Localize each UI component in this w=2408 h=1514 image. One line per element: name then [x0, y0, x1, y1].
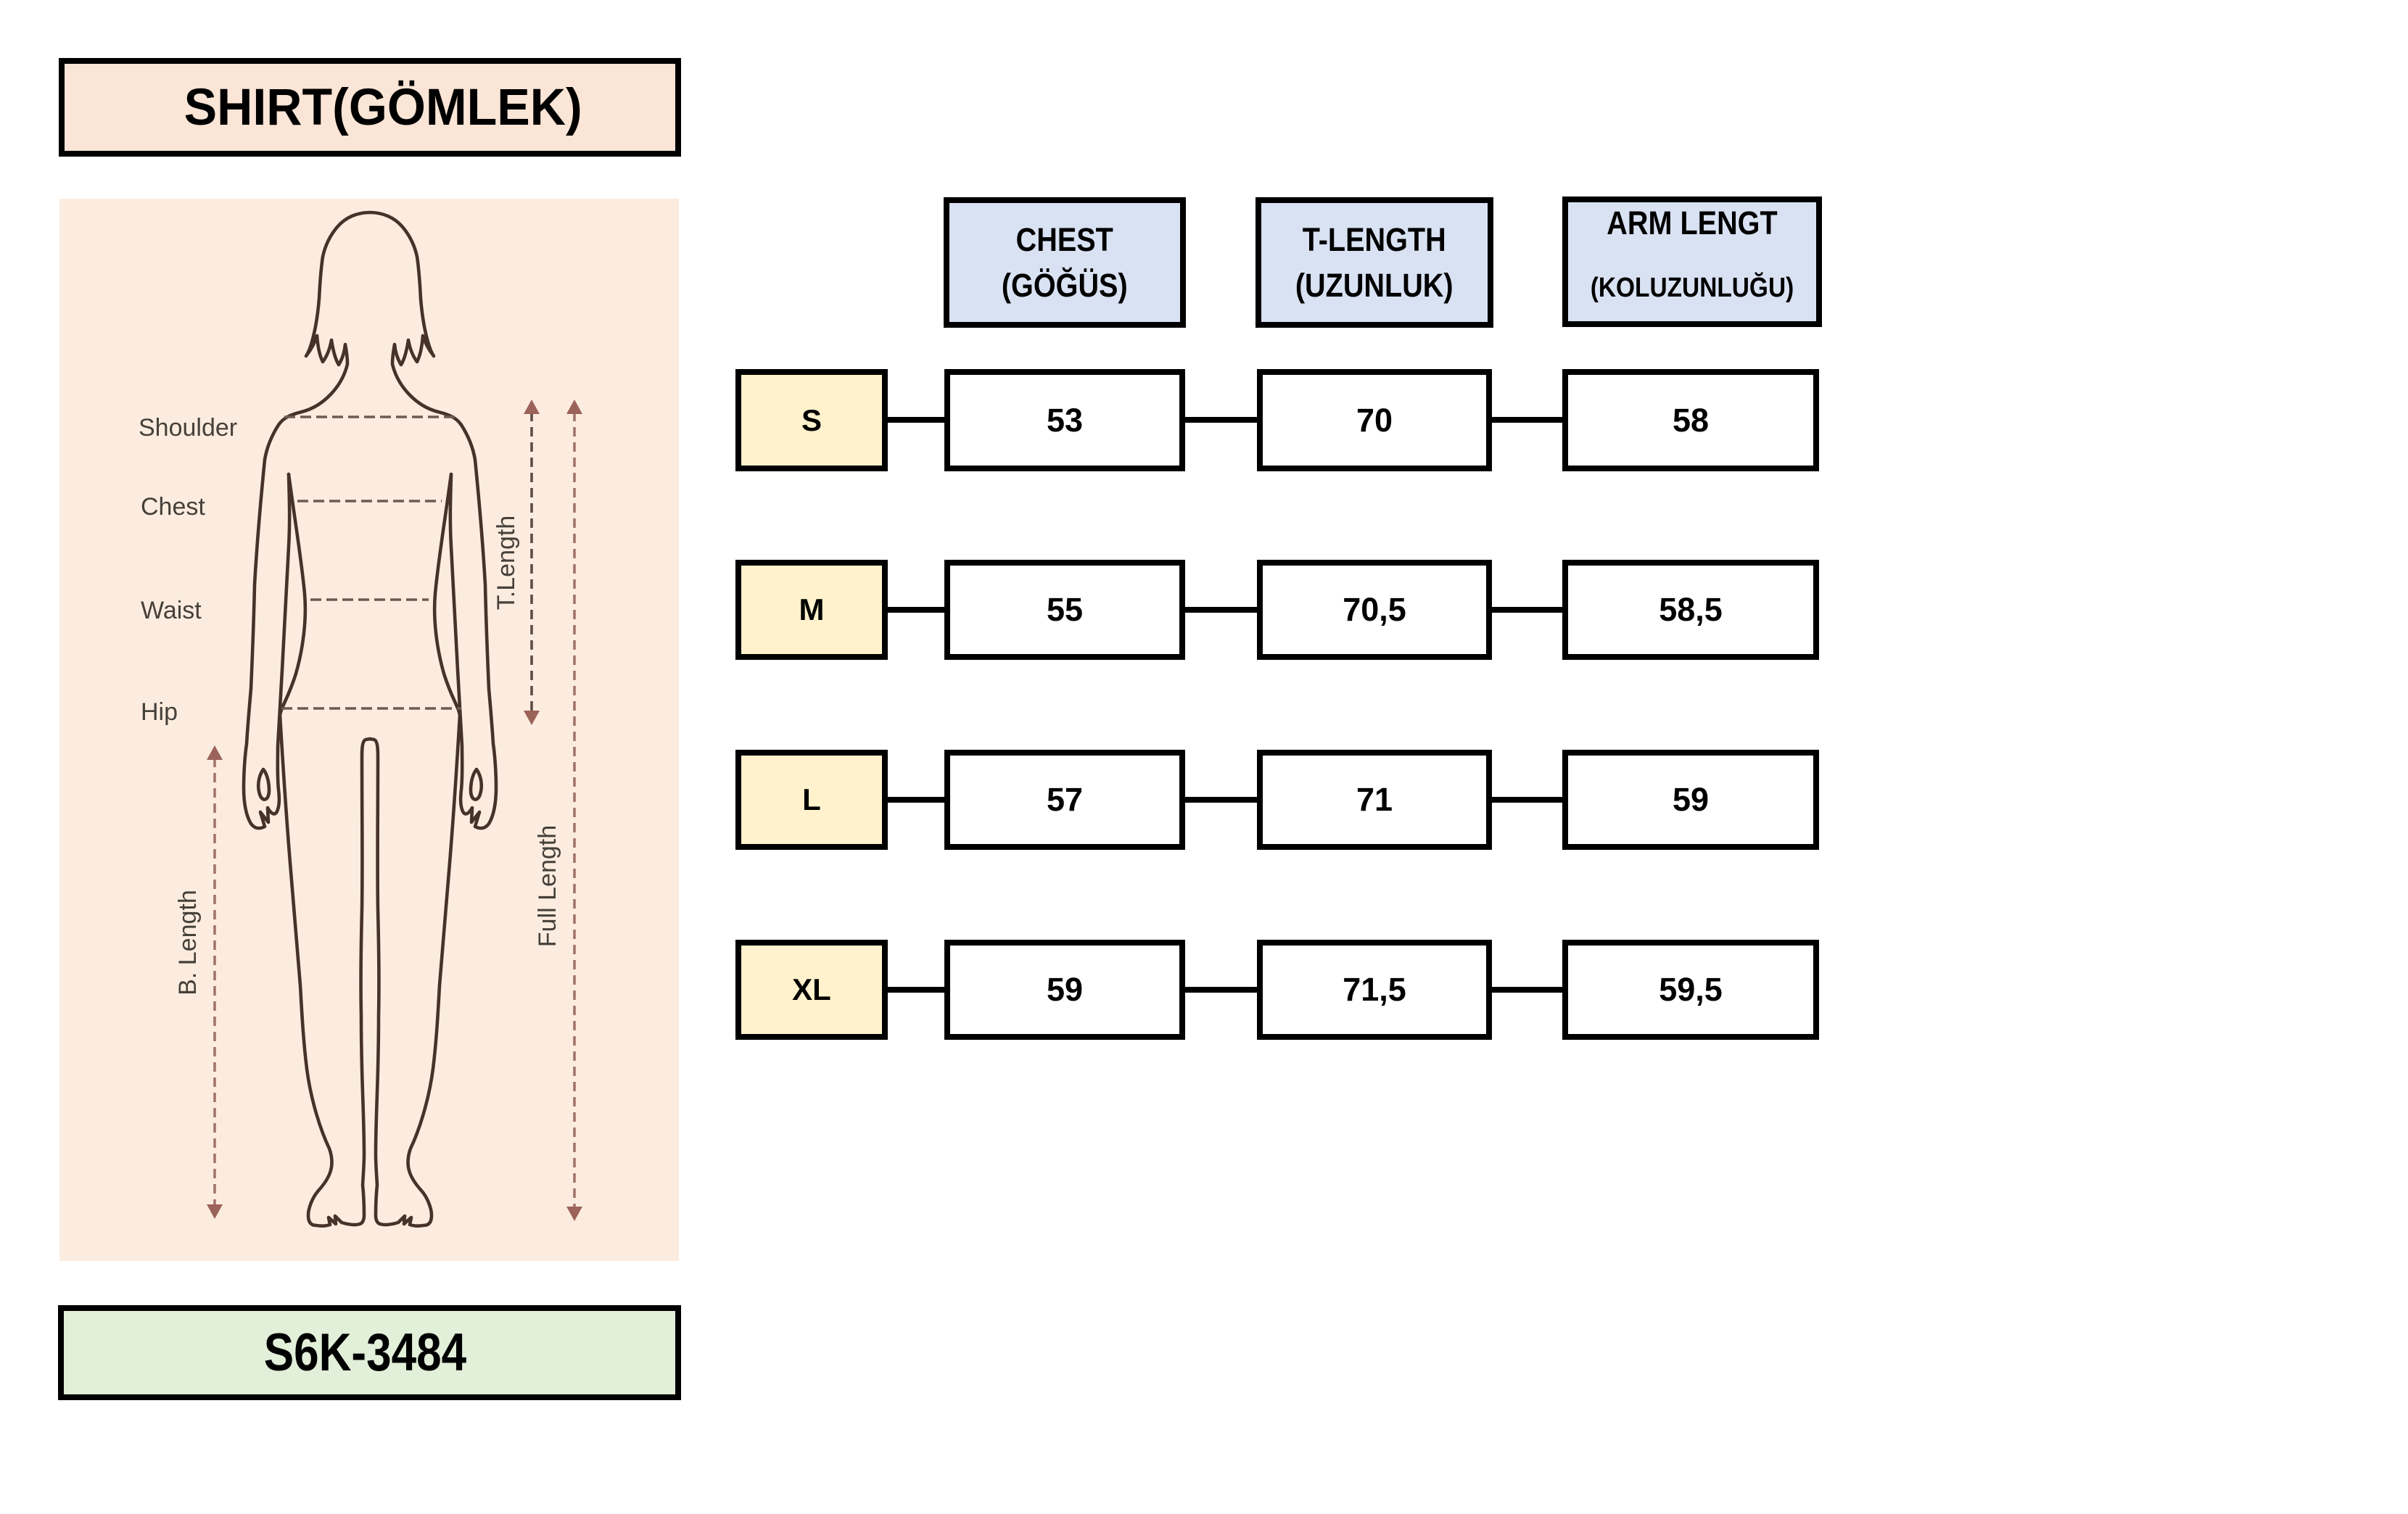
svg-text:Full Length: Full Length	[534, 825, 561, 947]
svg-text:Shoulder: Shoulder	[139, 414, 237, 442]
svg-text:Waist: Waist	[141, 597, 202, 624]
svg-text:B. Length: B. Length	[174, 890, 202, 996]
svg-text:Chest: Chest	[141, 493, 205, 521]
svg-text:Hip: Hip	[141, 698, 178, 726]
svg-text:T.Length: T.Length	[492, 516, 520, 610]
